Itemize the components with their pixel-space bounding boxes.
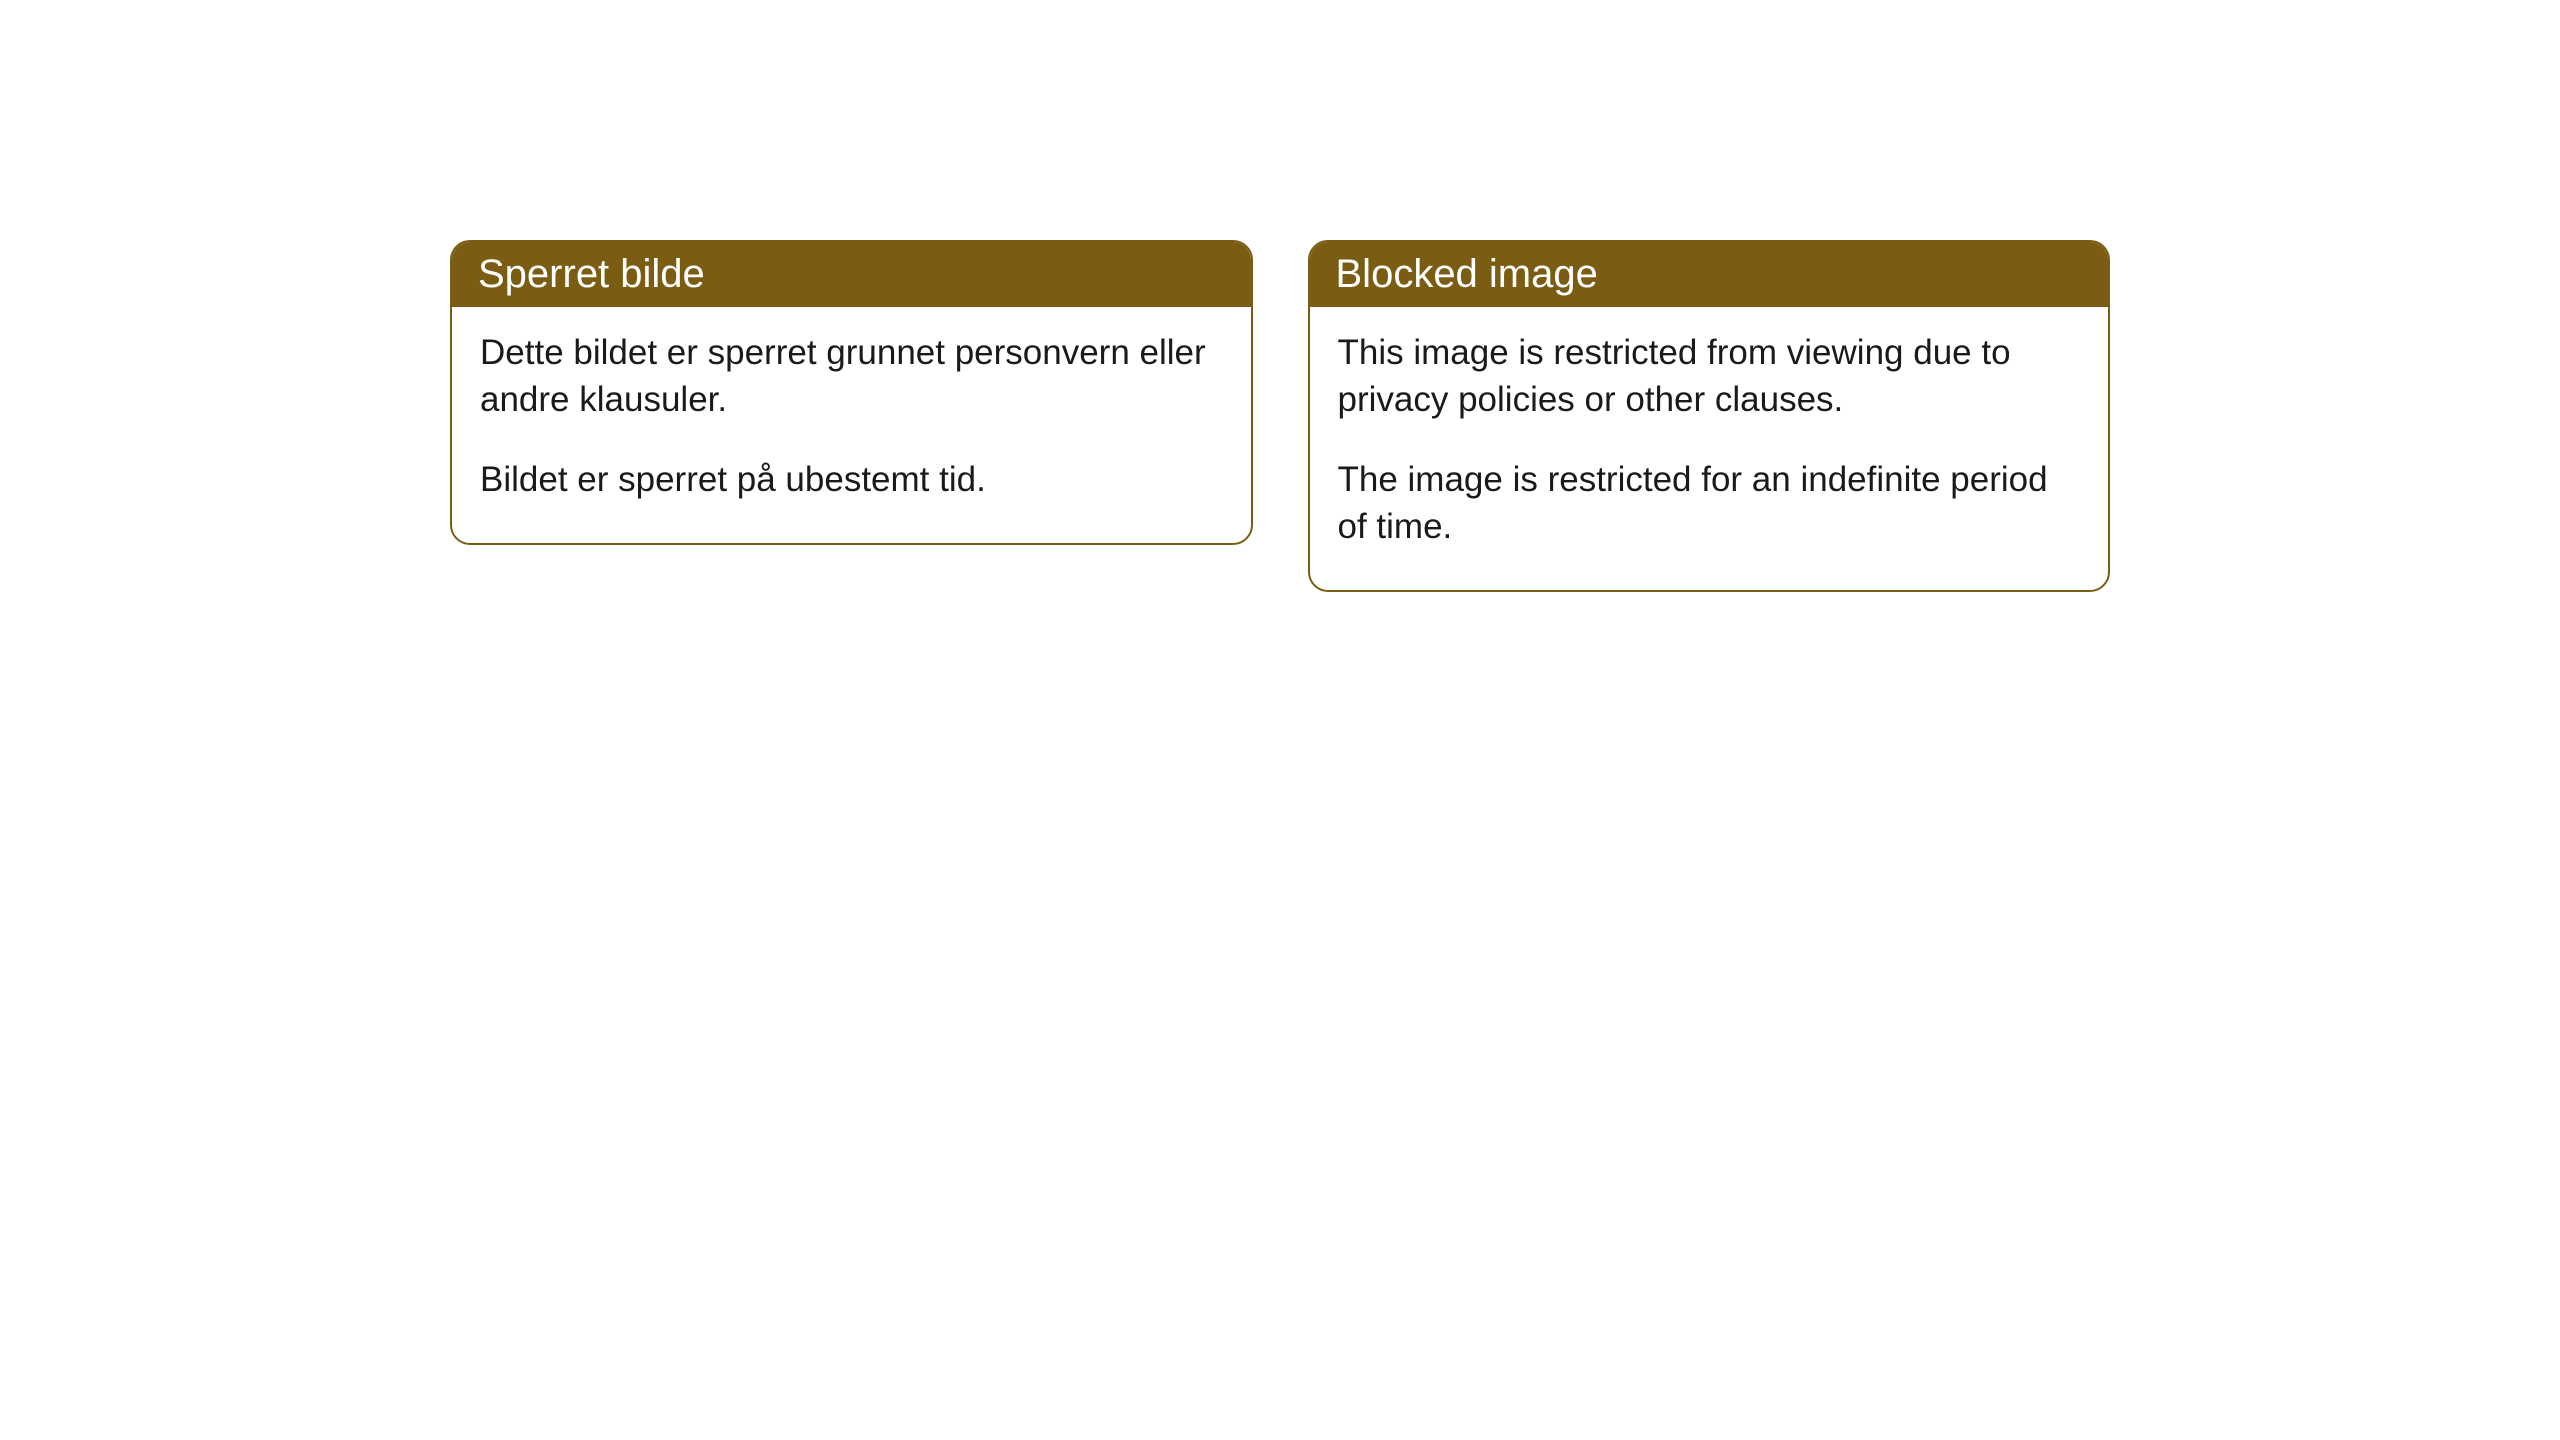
card-paragraph: This image is restricted from viewing du… bbox=[1338, 329, 2081, 424]
cards-container: Sperret bilde Dette bildet er sperret gr… bbox=[0, 240, 2560, 592]
card-paragraph: The image is restricted for an indefinit… bbox=[1338, 456, 2081, 551]
card-title: Blocked image bbox=[1336, 252, 1598, 296]
card-title: Sperret bilde bbox=[478, 252, 705, 296]
card-header-english: Blocked image bbox=[1310, 242, 2109, 307]
card-norwegian: Sperret bilde Dette bildet er sperret gr… bbox=[450, 240, 1253, 545]
card-body-norwegian: Dette bildet er sperret grunnet personve… bbox=[452, 307, 1251, 543]
card-header-norwegian: Sperret bilde bbox=[452, 242, 1251, 307]
card-paragraph: Dette bildet er sperret grunnet personve… bbox=[480, 329, 1223, 424]
card-body-english: This image is restricted from viewing du… bbox=[1310, 307, 2109, 590]
card-paragraph: Bildet er sperret på ubestemt tid. bbox=[480, 456, 1223, 503]
card-english: Blocked image This image is restricted f… bbox=[1308, 240, 2111, 592]
